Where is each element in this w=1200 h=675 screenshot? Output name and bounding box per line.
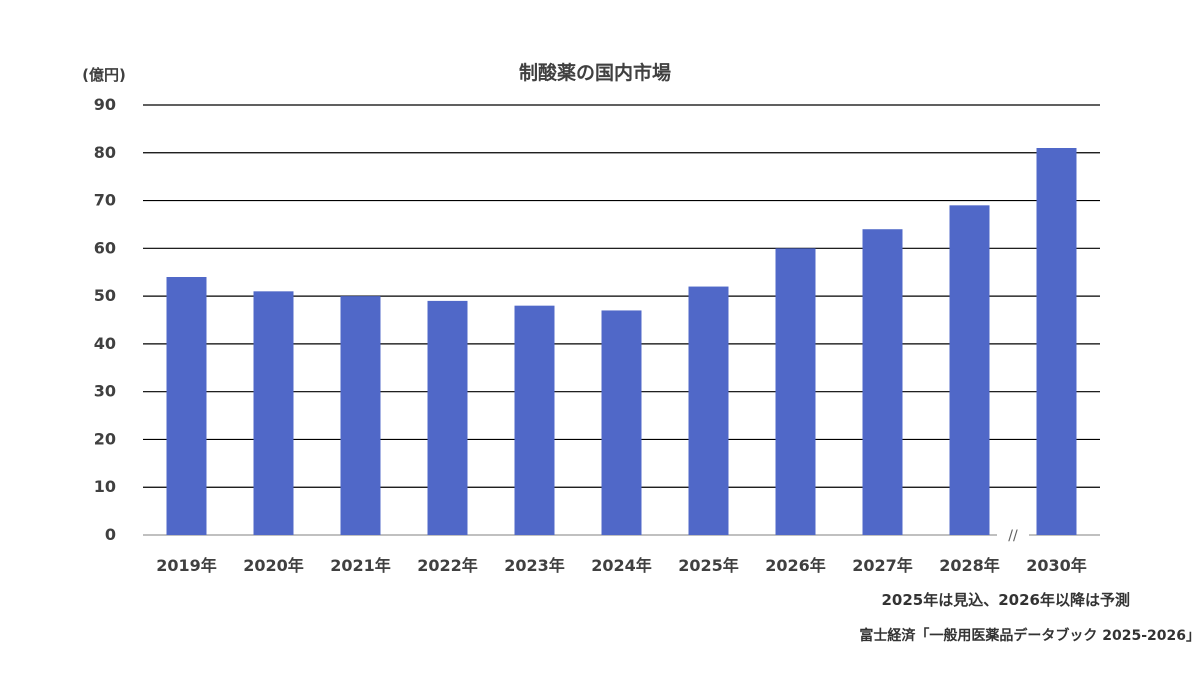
axis-break-gap bbox=[997, 529, 1029, 541]
y-tick-label: 70 bbox=[94, 191, 116, 210]
x-tick-label: 2026年 bbox=[765, 556, 826, 575]
x-tick-label: 2025年 bbox=[678, 556, 739, 575]
x-tick-label: 2030年 bbox=[1026, 556, 1087, 575]
x-tick-label: 2020年 bbox=[243, 556, 304, 575]
x-tick-label: 2028年 bbox=[939, 556, 1000, 575]
x-tick-label: 2019年 bbox=[156, 556, 217, 575]
source-note: 富士経済「一般用医薬品データブック 2025-2026」 bbox=[859, 628, 1200, 644]
y-tick-label: 20 bbox=[94, 429, 116, 448]
y-tick-label: 0 bbox=[105, 525, 116, 544]
bar bbox=[166, 277, 207, 535]
y-tick-label: 10 bbox=[94, 477, 116, 496]
bar bbox=[1036, 148, 1077, 535]
bar bbox=[688, 286, 729, 535]
x-tick-label: 2023年 bbox=[504, 556, 565, 575]
y-tick-label: 60 bbox=[94, 238, 116, 257]
bar bbox=[514, 305, 555, 535]
y-tick-label: 50 bbox=[94, 286, 116, 305]
y-tick-label: 40 bbox=[94, 334, 116, 353]
axis-break-symbol: // bbox=[1008, 528, 1018, 544]
x-tick-label: 2022年 bbox=[417, 556, 478, 575]
bar bbox=[601, 310, 642, 535]
bar bbox=[427, 300, 468, 535]
bar bbox=[775, 248, 816, 536]
y-tick-label: 30 bbox=[94, 382, 116, 401]
axis-break-marker: // bbox=[997, 528, 1029, 544]
x-axis-ticks: 2019年 2020年 2021年 2022年 2023年 2024年 2025年 2026年… bbox=[156, 556, 1087, 575]
forecast-note: 2025年は見込、2026年以降は予測 bbox=[881, 591, 1131, 609]
bar bbox=[862, 229, 903, 535]
x-tick-label: 2027年 bbox=[852, 556, 913, 575]
bars bbox=[166, 148, 1077, 536]
y-axis-label: (億円) bbox=[82, 66, 126, 84]
y-axis-ticks: 0 10 20 30 40 50 60 70 80 90 bbox=[94, 95, 116, 544]
y-tick-label: 80 bbox=[94, 143, 116, 162]
x-tick-label: 2024年 bbox=[591, 556, 652, 575]
bar bbox=[253, 291, 294, 535]
chart-title: 制酸薬の国内市場 bbox=[519, 61, 671, 84]
y-tick-label: 90 bbox=[94, 95, 116, 114]
x-tick-label: 2021年 bbox=[330, 556, 391, 575]
bar bbox=[949, 205, 990, 536]
bar bbox=[340, 296, 381, 535]
